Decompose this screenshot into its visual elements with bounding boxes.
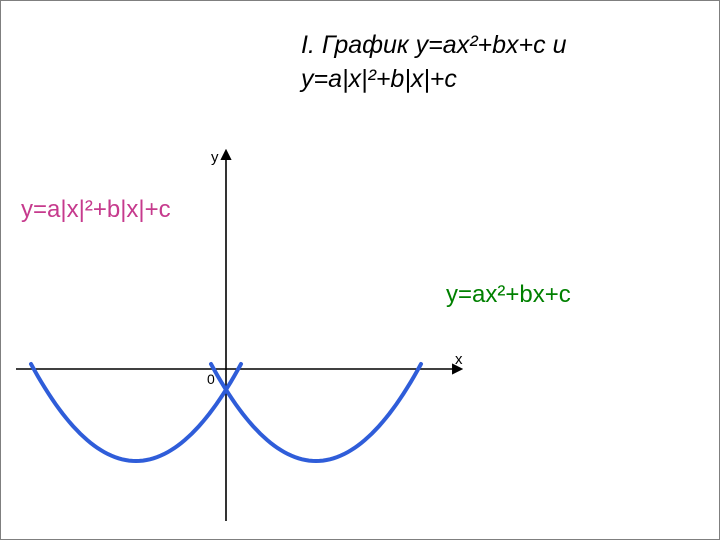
right-parabola (211, 364, 421, 461)
title-line2: y=a|x|²+b|x|+c (301, 65, 457, 93)
label-quad-formula: y=ax²+bx+c (446, 281, 571, 309)
x-axis-label: x (455, 351, 463, 368)
diagram-frame: { "title": { "text_line1": "I. График y=… (0, 0, 720, 540)
y-axis-label: y (211, 149, 219, 166)
curves-group (31, 364, 421, 461)
origin-label: 0 (207, 371, 215, 387)
title-line1: I. График y=ax²+bx+c и (301, 31, 566, 59)
diagram-title: I. График y=ax²+bx+c и y=a|x|²+b|x|+c (301, 29, 681, 97)
label-abs-formula: y=a|x|²+b|x|+c (21, 196, 171, 224)
